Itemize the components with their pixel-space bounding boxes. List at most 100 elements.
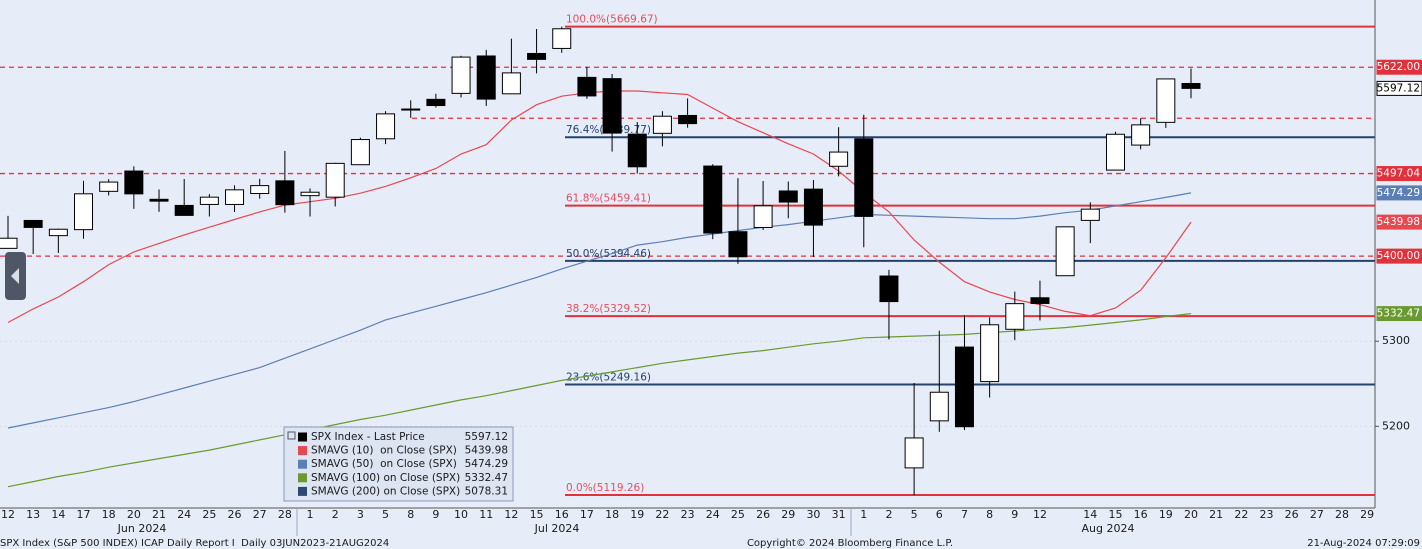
candle-body <box>23 219 43 228</box>
x-tick-label: 22 <box>655 508 669 521</box>
legend-label: SMAVG (50) on Close (SPX) <box>311 458 457 470</box>
price-tag-label: 5400.00 <box>1377 250 1420 262</box>
price-tag-label: 5597.12 <box>1377 82 1420 94</box>
x-tick-label: 29 <box>1360 508 1374 521</box>
price-tag <box>1376 166 1422 182</box>
candle-body <box>124 170 144 195</box>
candle-body <box>980 324 1000 383</box>
legend-value: 5078.31 <box>465 485 508 497</box>
x-tick-label: 14 <box>1083 508 1097 521</box>
legend-swatch <box>298 486 307 496</box>
x-tick-label: 1 <box>860 508 867 521</box>
fib-label: 100.0%(5669.67) <box>566 14 658 26</box>
candle-body <box>1105 133 1125 171</box>
x-tick-label: 19 <box>630 508 644 521</box>
candle-body <box>904 437 924 469</box>
x-tick-label: 26 <box>228 508 242 521</box>
footer-center: Copyright© 2024 Bloomberg Finance L.P. <box>747 538 953 549</box>
x-tick-label: 14 <box>51 508 65 521</box>
price-tag-label: 5497.04 <box>1377 168 1421 180</box>
x-tick-label: 9 <box>432 508 439 521</box>
price-tag <box>1376 59 1422 75</box>
legend-swatch <box>298 459 307 469</box>
candle-body <box>99 181 119 192</box>
fib-label: 38.2%(5329.52) <box>566 303 651 315</box>
candle-body <box>74 193 94 231</box>
x-tick-label: 16 <box>1134 508 1148 521</box>
x-tick-label: 15 <box>1108 508 1122 521</box>
candle-body <box>376 113 396 140</box>
price-tag-label: 5474.29 <box>1377 187 1420 199</box>
candle-body <box>174 204 194 216</box>
candle-body <box>476 55 496 100</box>
x-tick-label: 21 <box>1209 508 1223 521</box>
x-tick-label: 2 <box>885 508 892 521</box>
x-tick-label: 25 <box>731 508 745 521</box>
candle-body <box>275 180 295 206</box>
candle-body <box>1156 78 1176 123</box>
month-label: Jul 2024 <box>534 522 580 535</box>
x-tick-label: 22 <box>1234 508 1248 521</box>
candle-body <box>401 108 421 111</box>
candle-body <box>678 114 698 125</box>
candle-body <box>829 151 849 167</box>
candle-body <box>879 275 899 303</box>
x-tick-label: 23 <box>1260 508 1274 521</box>
candle-body <box>501 72 521 95</box>
x-tick-label: 26 <box>756 508 770 521</box>
footer-right: 21-Aug-2024 07:29:09 <box>1307 538 1420 549</box>
fib-label: 61.8%(5459.41) <box>566 193 651 205</box>
x-tick-label: 24 <box>177 508 191 521</box>
legend-label: SMAVG (100) on Close (SPX) <box>311 472 460 484</box>
candle-body <box>1005 303 1025 330</box>
candle-body <box>250 185 270 195</box>
x-tick-label: 28 <box>278 508 292 521</box>
x-tick-label: 30 <box>806 508 820 521</box>
candle-body <box>426 98 446 107</box>
x-tick-label: 25 <box>202 508 216 521</box>
x-tick-label: 29 <box>781 508 795 521</box>
x-tick-label: 12 <box>504 508 518 521</box>
x-tick-label: 10 <box>454 508 468 521</box>
x-tick-label: 27 <box>253 508 267 521</box>
legend-label: SMAVG (200) on Close (SPX) <box>311 485 460 497</box>
price-tag-label: 5439.98 <box>1377 216 1420 228</box>
x-tick-label: 20 <box>127 508 141 521</box>
x-tick-label: 18 <box>605 508 619 521</box>
scroll-arrow[interactable] <box>11 268 19 284</box>
legend-value: 5332.47 <box>465 472 508 484</box>
legend-swatch <box>298 446 307 456</box>
scroll-left-button[interactable] <box>5 252 26 300</box>
candle-body <box>451 56 471 94</box>
fib-label: 23.6%(5249.16) <box>566 371 651 383</box>
legend-swatch <box>298 432 307 442</box>
x-tick-label: 16 <box>555 508 569 521</box>
x-tick-label: 18 <box>102 508 116 521</box>
legend-value: 5439.98 <box>465 445 508 457</box>
candle-body <box>149 198 169 202</box>
legend-box <box>283 426 514 502</box>
price-tag <box>1376 248 1422 264</box>
footer-left: SPX Index (S&P 500 INDEX) ICAP Daily Rep… <box>0 538 389 549</box>
legend-label: SMAVG (10) on Close (SPX) <box>311 445 457 457</box>
price-tag <box>1376 80 1422 96</box>
candle-body <box>753 205 773 228</box>
plot-area <box>0 0 1375 508</box>
x-tick-label: 8 <box>986 508 993 521</box>
x-tick-label: 3 <box>357 508 364 521</box>
legend-swatch <box>298 473 307 483</box>
candle-body <box>1030 297 1050 304</box>
month-label: Aug 2024 <box>1082 522 1135 535</box>
candle-body <box>0 237 18 249</box>
x-tick-label: 28 <box>1335 508 1349 521</box>
x-tick-label: 9 <box>1011 508 1018 521</box>
candle-body <box>527 52 547 60</box>
legend-label: SPX Index - Last Price <box>311 431 425 443</box>
candle-body <box>728 231 748 258</box>
legend-value: 5597.12 <box>465 431 508 443</box>
x-tick-label: 1 <box>307 508 314 521</box>
x-tick-label: 27 <box>1310 508 1324 521</box>
candle-body <box>652 115 672 134</box>
